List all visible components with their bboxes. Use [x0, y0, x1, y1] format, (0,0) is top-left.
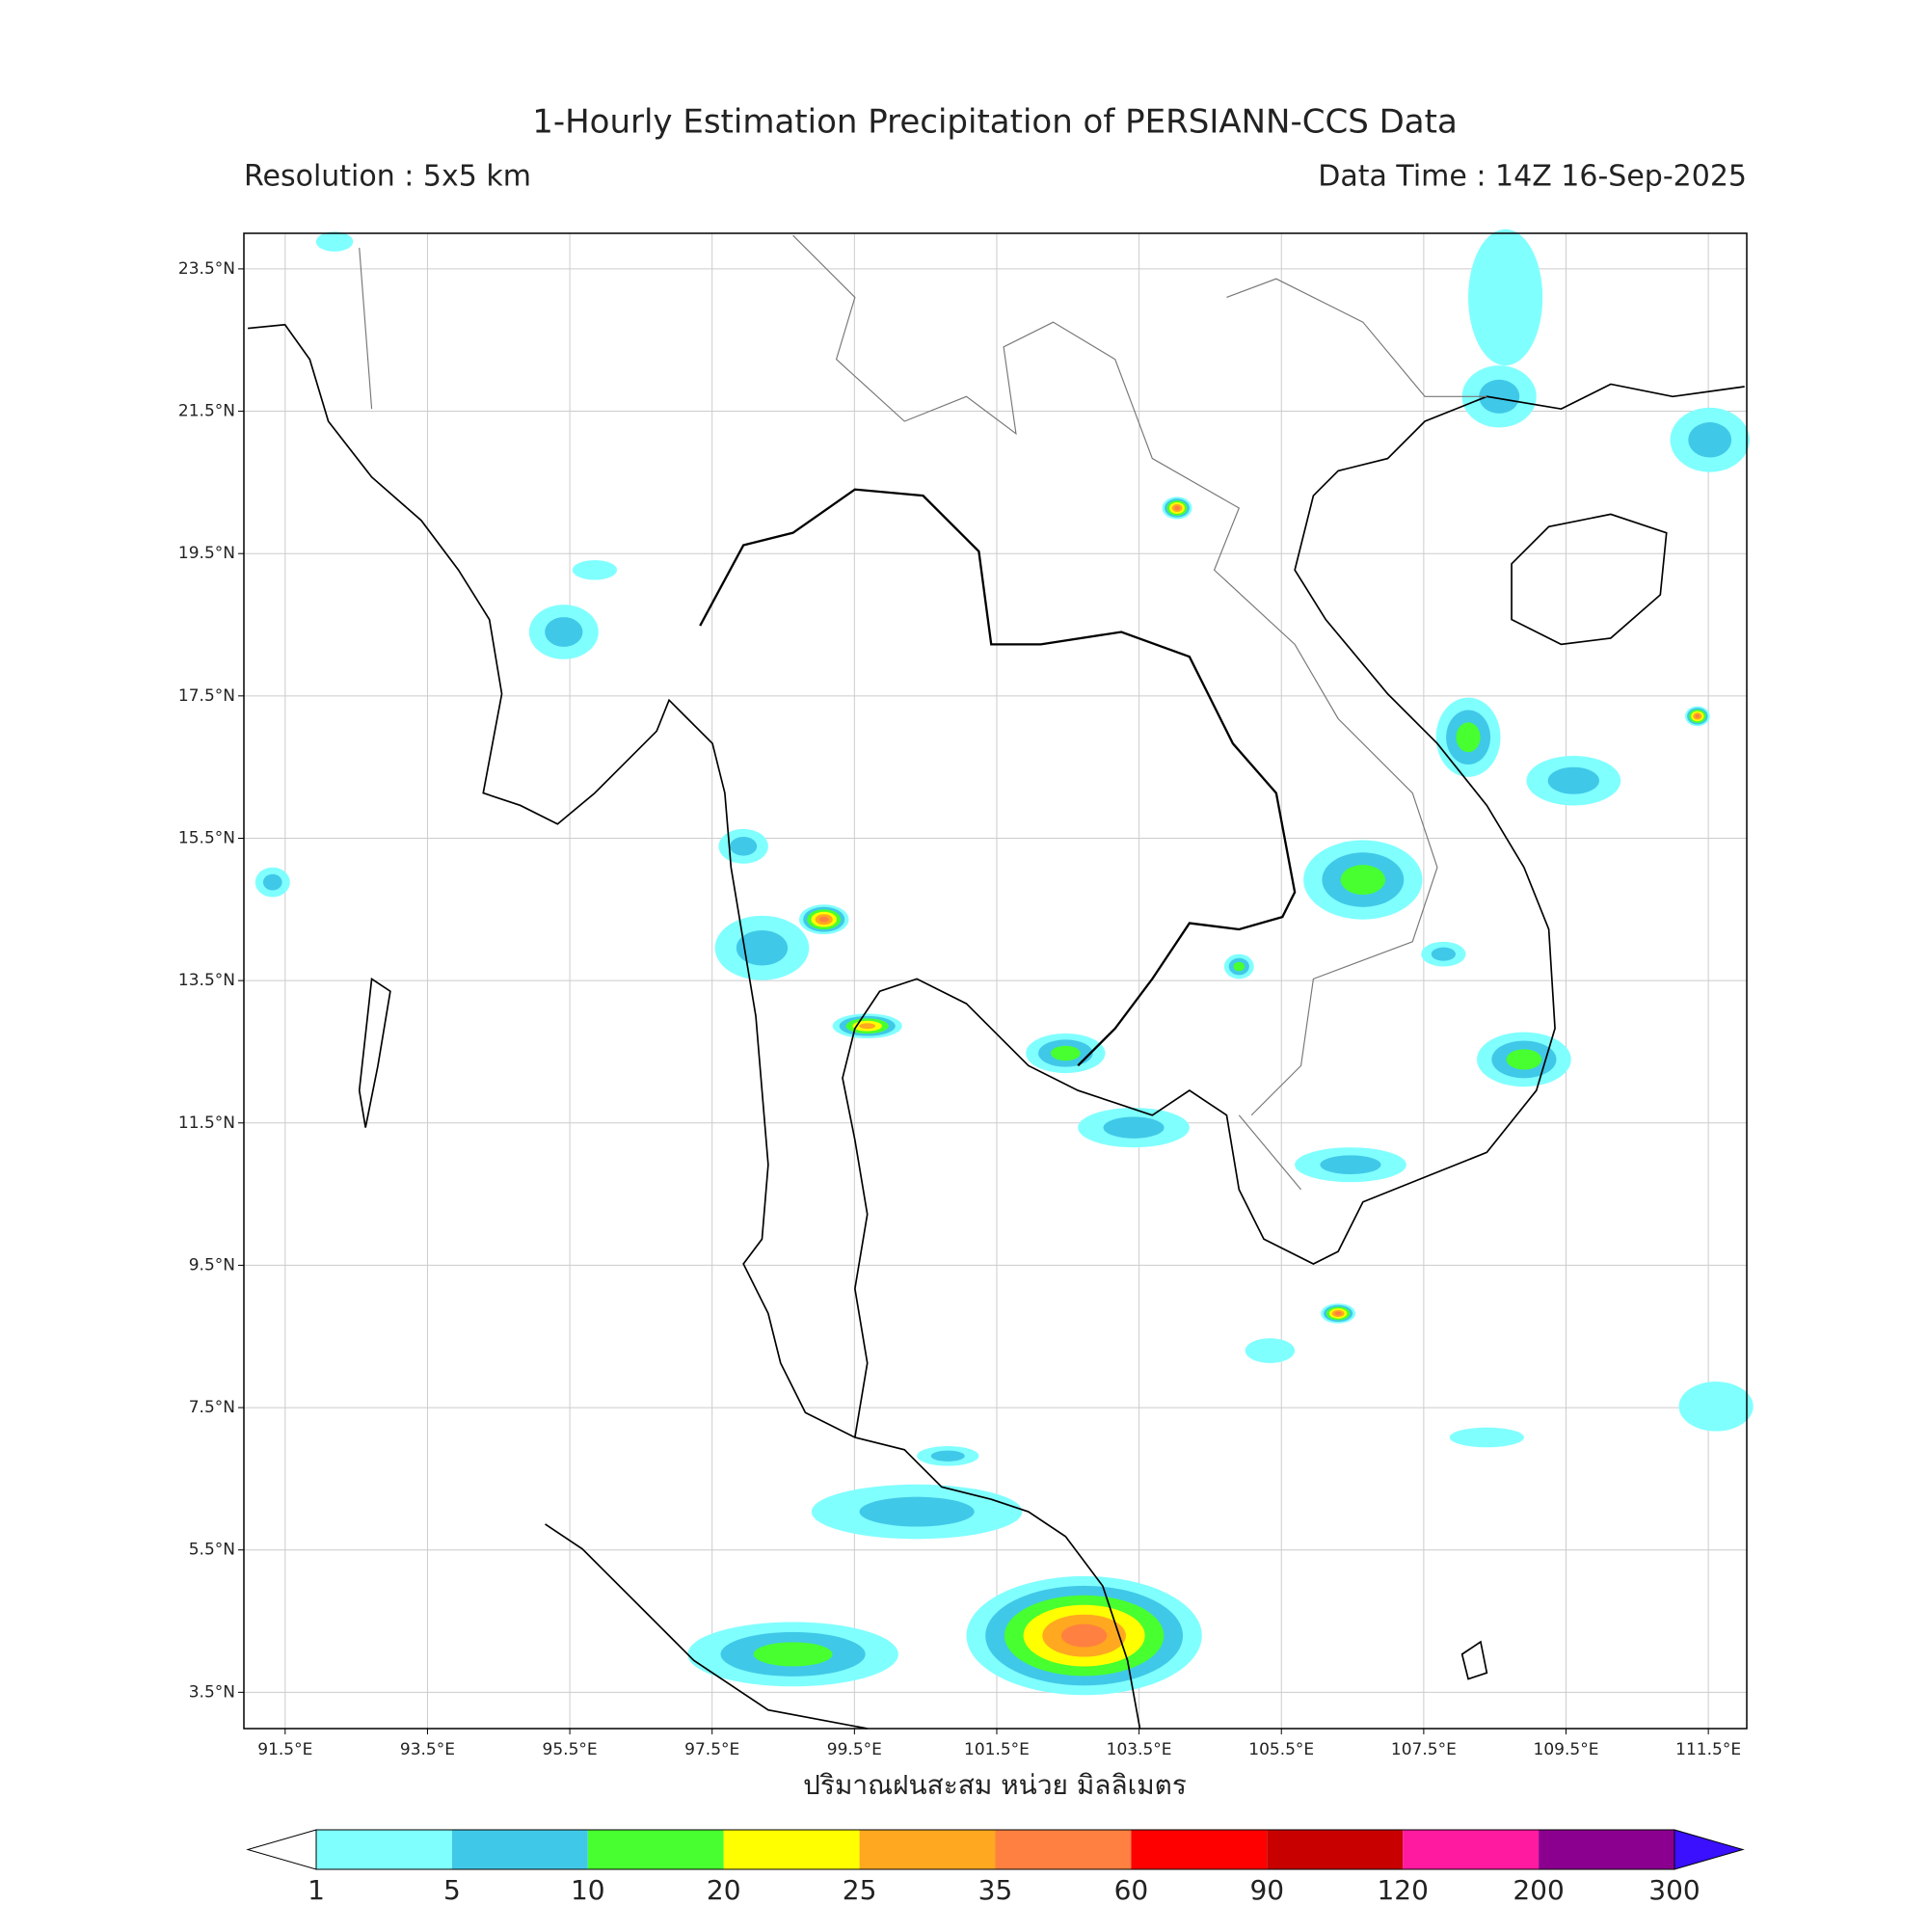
coastline: [358, 977, 391, 1128]
colorbar-label: 20: [707, 1874, 741, 1906]
colorbar-under: [246, 1829, 317, 1870]
rain-area: [1334, 1311, 1342, 1316]
rain-area: [859, 1023, 876, 1030]
y-tick-label: 9.5°N: [189, 1255, 235, 1275]
x-tick-label: 97.5°E: [684, 1740, 739, 1759]
colorbar-over: [1674, 1829, 1745, 1870]
rain-area: [1233, 961, 1245, 972]
coastlines: [247, 234, 1745, 1730]
y-tick-label: 23.5°N: [178, 259, 235, 279]
border: [699, 488, 1297, 1067]
rain-area: [1468, 228, 1543, 366]
rain-area: [262, 873, 282, 891]
x-tick-label: 105.5°E: [1248, 1740, 1314, 1759]
coastline: [1511, 513, 1668, 646]
resolution: Resolution : 5x5 km: [244, 160, 531, 194]
rain-area: [1678, 1382, 1754, 1432]
rain-area: [736, 930, 789, 966]
rain-area: [1174, 505, 1181, 511]
rain-area: [1245, 1338, 1296, 1363]
colorbar-box: [995, 1830, 1132, 1869]
rain-area: [859, 1496, 975, 1527]
colorbar-box: [1267, 1830, 1404, 1869]
rain-area: [1431, 947, 1456, 961]
rain-area: [1449, 1427, 1524, 1448]
colorbar-box: [1131, 1830, 1268, 1869]
rain-area: [572, 559, 618, 580]
rain-area: [1050, 1045, 1081, 1061]
x-tick-label: 103.5°E: [1107, 1740, 1172, 1759]
colorbar-label: 35: [978, 1874, 1013, 1906]
x-tick-label: 91.5°E: [257, 1740, 312, 1759]
rain-area: [1103, 1116, 1165, 1139]
rain-area: [1061, 1623, 1108, 1648]
rain-area: [1547, 766, 1599, 794]
colorbar-label: 10: [571, 1874, 605, 1906]
y-tick-label: 15.5°N: [178, 828, 235, 847]
border: [359, 234, 1487, 1191]
colorbar-label: 25: [843, 1874, 877, 1906]
rain-area: [1479, 379, 1520, 414]
y-tick-label: 11.5°N: [178, 1114, 235, 1133]
y-tick-label: 17.5°N: [178, 686, 235, 706]
y-tick-label: 5.5°N: [189, 1541, 235, 1560]
colorbar-box: [316, 1830, 452, 1869]
y-tick-label: 21.5°N: [178, 402, 235, 421]
colorbar-label: 120: [1377, 1874, 1428, 1906]
colorbar-label: 1: [308, 1874, 325, 1906]
coastline: [1460, 1640, 1488, 1680]
colorbar-box: [859, 1830, 996, 1869]
coastline: [545, 1523, 868, 1730]
x-tick-label: 101.5°E: [964, 1740, 1030, 1759]
x-tick-label: 95.5°E: [543, 1740, 598, 1759]
y-tick-label: 19.5°N: [178, 544, 235, 563]
colorbar-label: 5: [443, 1874, 461, 1906]
rain-area: [818, 916, 829, 923]
rain-area: [1688, 422, 1732, 458]
rain-area: [730, 837, 758, 856]
rain-area: [1695, 713, 1700, 718]
rain-area: [930, 1450, 965, 1462]
colorbar-box: [1539, 1830, 1674, 1869]
x-tick-label: 111.5°E: [1675, 1740, 1741, 1759]
x-tick-label: 99.5°E: [827, 1740, 882, 1759]
rain-area: [1320, 1155, 1381, 1174]
coastline: [842, 383, 1745, 1438]
colorbar-frame: [315, 1829, 1675, 1870]
colorbar-box: [451, 1830, 588, 1869]
coastline: [247, 323, 1141, 1730]
colorbar-label: 90: [1249, 1874, 1284, 1906]
ticks: 91.5°E 93.5°E 95.5°E 97.5°E 99.5°E 101.5°E 103…: [178, 259, 1741, 1759]
x-tick-label: 107.5°E: [1391, 1740, 1457, 1759]
y-tick-label: 13.5°N: [178, 971, 235, 990]
rain-area: [1506, 1049, 1542, 1070]
data-time: Data Time : 14Z 16-Sep-2025: [1318, 160, 1747, 194]
x-tick-label: 109.5°E: [1534, 1740, 1599, 1759]
colorbar-box: [723, 1830, 860, 1869]
colorbar-label: 300: [1648, 1874, 1700, 1906]
rain-area: [1456, 722, 1481, 753]
rain-area: [545, 617, 583, 647]
colorbar-box: [1403, 1830, 1540, 1869]
y-tick-label: 3.5°N: [189, 1682, 235, 1702]
x-tick-label: 93.5°E: [400, 1740, 455, 1759]
rain-area: [753, 1642, 833, 1667]
colorbar-label: 60: [1114, 1874, 1149, 1906]
title: 1-Hourly Estimation Precipitation of PER…: [532, 103, 1458, 142]
colorbar: 1 5 10 20 25 35 60 90 120 200 300: [246, 1829, 1745, 1906]
rain-layer: [254, 228, 1754, 1696]
colorbar-label: 200: [1513, 1874, 1564, 1906]
x-axis-label: ปริมาณฝนสะสม หน่วย มิลลิเมตร: [803, 1769, 1187, 1801]
colorbar-box: [587, 1830, 724, 1869]
rain-area: [1340, 865, 1385, 895]
rain-area: [315, 231, 354, 252]
y-tick-label: 7.5°N: [189, 1398, 235, 1417]
